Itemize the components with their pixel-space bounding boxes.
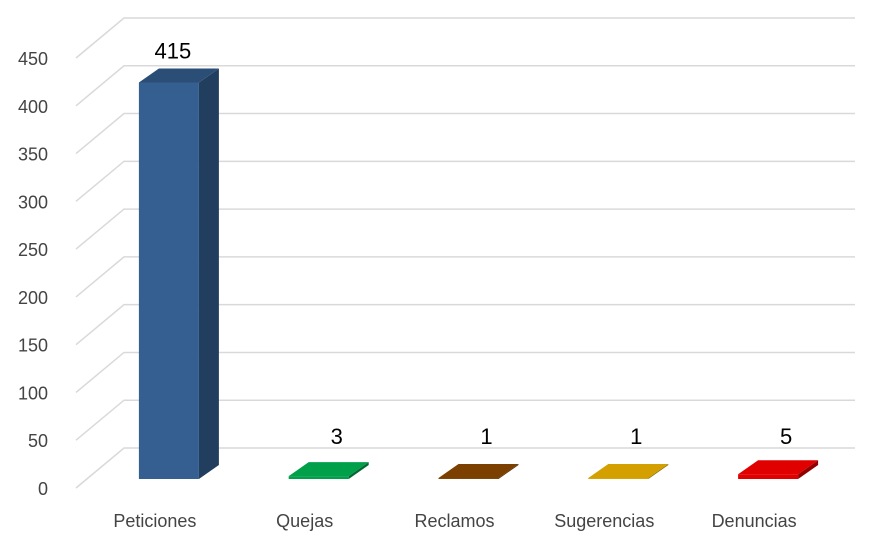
bar-front xyxy=(588,478,649,479)
gridline xyxy=(75,399,855,441)
bar-side xyxy=(648,464,669,479)
bar-front xyxy=(288,476,349,479)
x-category-label: Peticiones xyxy=(113,511,196,531)
gridline xyxy=(75,65,855,107)
bar-side xyxy=(498,464,519,479)
bar-top xyxy=(738,460,819,475)
bar-top xyxy=(138,68,219,83)
bar-peticiones xyxy=(138,68,219,479)
y-tick-label: 200 xyxy=(18,288,48,308)
y-tick-label: 100 xyxy=(18,383,48,403)
x-category-label: Sugerencias xyxy=(554,511,654,531)
bar-side xyxy=(798,460,819,479)
bar-layer xyxy=(138,68,819,479)
y-tick-label: 250 xyxy=(18,240,48,260)
x-category-label: Quejas xyxy=(276,511,333,531)
gridline xyxy=(75,256,855,298)
gridline xyxy=(75,112,855,155)
y-tick-label: 150 xyxy=(18,336,48,356)
data-label: 3 xyxy=(331,424,343,449)
y-tick-label: 300 xyxy=(18,192,48,212)
data-label: 1 xyxy=(480,424,492,449)
bar-side xyxy=(198,68,219,479)
x-category-label: Denuncias xyxy=(712,511,797,531)
bar-side xyxy=(348,462,369,479)
data-label: 1 xyxy=(630,424,642,449)
gridline xyxy=(75,160,855,202)
y-tick-label: 50 xyxy=(28,431,48,451)
gridline xyxy=(75,208,855,250)
bar-front xyxy=(738,474,799,479)
y-tick-label: 450 xyxy=(18,49,48,69)
bar-top xyxy=(588,464,669,479)
data-label: 415 xyxy=(155,38,192,63)
y-tick-label: 400 xyxy=(18,97,48,117)
grid-layer xyxy=(75,17,855,489)
data-label: 5 xyxy=(780,424,792,449)
bar-front xyxy=(138,82,199,479)
bar-front xyxy=(438,478,499,479)
gridline xyxy=(75,447,855,489)
x-category-label: Reclamos xyxy=(414,511,494,531)
bar-sugerencias xyxy=(588,464,669,479)
bar-denuncias xyxy=(738,460,819,479)
text-layer: 0 50 100 150 200 250 300 350 400 450 415 Peticiones… xyxy=(18,38,797,531)
y-tick-label: 350 xyxy=(18,145,48,165)
gridline xyxy=(75,351,855,394)
bar-quejas xyxy=(288,462,369,479)
bar-reclamos xyxy=(438,464,519,479)
bar-top xyxy=(438,464,519,479)
y-tick-label: 0 xyxy=(38,479,48,499)
bar-top xyxy=(288,462,369,477)
gridline xyxy=(75,17,855,59)
gridline xyxy=(75,303,855,346)
